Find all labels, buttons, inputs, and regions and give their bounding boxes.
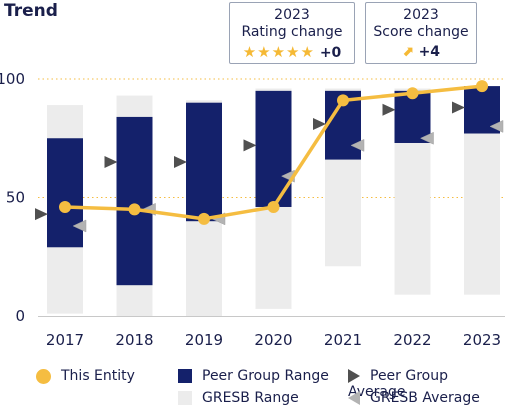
peer-average-marker-2019: [174, 155, 187, 168]
peer-average-marker-2020: [243, 139, 257, 152]
gresb-range-swatch-icon: [178, 391, 192, 405]
entity-point-2018: [128, 203, 141, 216]
gresb-average-marker-2017: [72, 219, 87, 233]
peer-average-marker-2018: [104, 155, 118, 168]
entity-point-2021: [337, 94, 349, 107]
entity-point-2017: [59, 200, 71, 213]
peer-range-bar-2019: [186, 102, 222, 222]
peer-average-marker-2022: [382, 103, 396, 116]
rating-change-label: Rating change: [241, 24, 343, 40]
rating-change-box: 2023 Rating change ★★★★★ +0: [229, 2, 355, 64]
legend-gresb-average: GRESB Average: [348, 390, 480, 406]
entity-point-2022: [406, 87, 419, 100]
y-tick-label-0: 0: [15, 307, 25, 325]
rating-change-year: 2023: [274, 7, 310, 23]
y-tick-label-50: 50: [6, 189, 25, 207]
entity-point-2020: [267, 200, 280, 213]
peer-average-triangle-icon: [348, 369, 360, 383]
star-rating-icon: ★★★★★: [242, 43, 315, 61]
peer-average-marker-2023: [452, 101, 465, 114]
x-tick-label-2021: 2021: [324, 331, 362, 349]
legend-gresb-range-label: GRESB Range: [202, 390, 299, 406]
x-tick-label-2020: 2020: [254, 331, 292, 349]
peer-range-swatch-icon: [178, 369, 192, 383]
x-tick-label-2023: 2023: [463, 331, 501, 349]
gresb-average-marker-2022: [419, 131, 434, 145]
peer-range-bar-2018: [116, 116, 153, 286]
rating-change-value: +0: [319, 45, 342, 61]
score-change-value: +4: [418, 44, 441, 60]
score-change-box: 2023 Score change ⬈ +4: [365, 2, 477, 64]
chart-title: Trend: [4, 1, 58, 21]
entity-point-2023: [476, 80, 488, 93]
peer-range-bar-2022: [394, 90, 431, 143]
gresb-average-triangle-icon: [348, 391, 360, 405]
legend-this-entity: This Entity: [36, 368, 135, 384]
gresb-average-marker-2023: [489, 120, 504, 133]
gresb-average-marker-2021: [350, 138, 365, 152]
entity-marker-icon: [36, 368, 51, 384]
legend-peer-average: Peer Group Average: [348, 368, 509, 400]
peer-average-marker-2017: [35, 208, 48, 221]
legend-this-entity-label: This Entity: [61, 368, 135, 384]
arrow-up-right-icon: ⬈: [401, 44, 414, 60]
legend-gresb-range: GRESB Range: [178, 390, 299, 406]
legend-peer-range-label: Peer Group Range: [202, 368, 329, 384]
x-tick-label-2022: 2022: [393, 331, 431, 349]
x-tick-label-2018: 2018: [115, 331, 153, 349]
legend-peer-range: Peer Group Range: [178, 368, 329, 384]
x-tick-label-2019: 2019: [185, 331, 223, 349]
legend-peer-average-label: Peer Group Average: [348, 368, 448, 400]
peer-range-bar-2017: [47, 138, 83, 248]
y-tick-label-100: 100: [0, 70, 25, 88]
entity-point-2019: [198, 212, 210, 225]
legend-gresb-average-label: GRESB Average: [370, 390, 480, 406]
score-change-label: Score change: [373, 24, 469, 40]
score-change-year: 2023: [403, 7, 439, 23]
peer-average-marker-2021: [313, 118, 326, 131]
x-tick-label-2017: 2017: [46, 331, 84, 349]
